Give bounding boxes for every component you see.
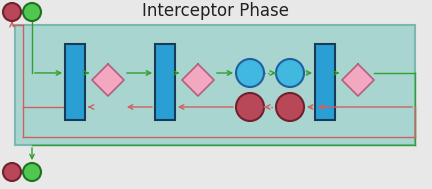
Circle shape — [23, 3, 41, 21]
Circle shape — [23, 163, 41, 181]
Circle shape — [236, 59, 264, 87]
Circle shape — [3, 163, 21, 181]
Circle shape — [236, 93, 264, 121]
Circle shape — [276, 59, 304, 87]
Bar — [65, 44, 85, 120]
Bar — [155, 44, 175, 120]
Text: Interceptor Phase: Interceptor Phase — [142, 2, 289, 20]
Polygon shape — [342, 64, 374, 96]
Circle shape — [276, 93, 304, 121]
Bar — [315, 44, 335, 120]
Polygon shape — [92, 64, 124, 96]
Polygon shape — [182, 64, 214, 96]
Circle shape — [3, 3, 21, 21]
Bar — [15, 25, 415, 145]
